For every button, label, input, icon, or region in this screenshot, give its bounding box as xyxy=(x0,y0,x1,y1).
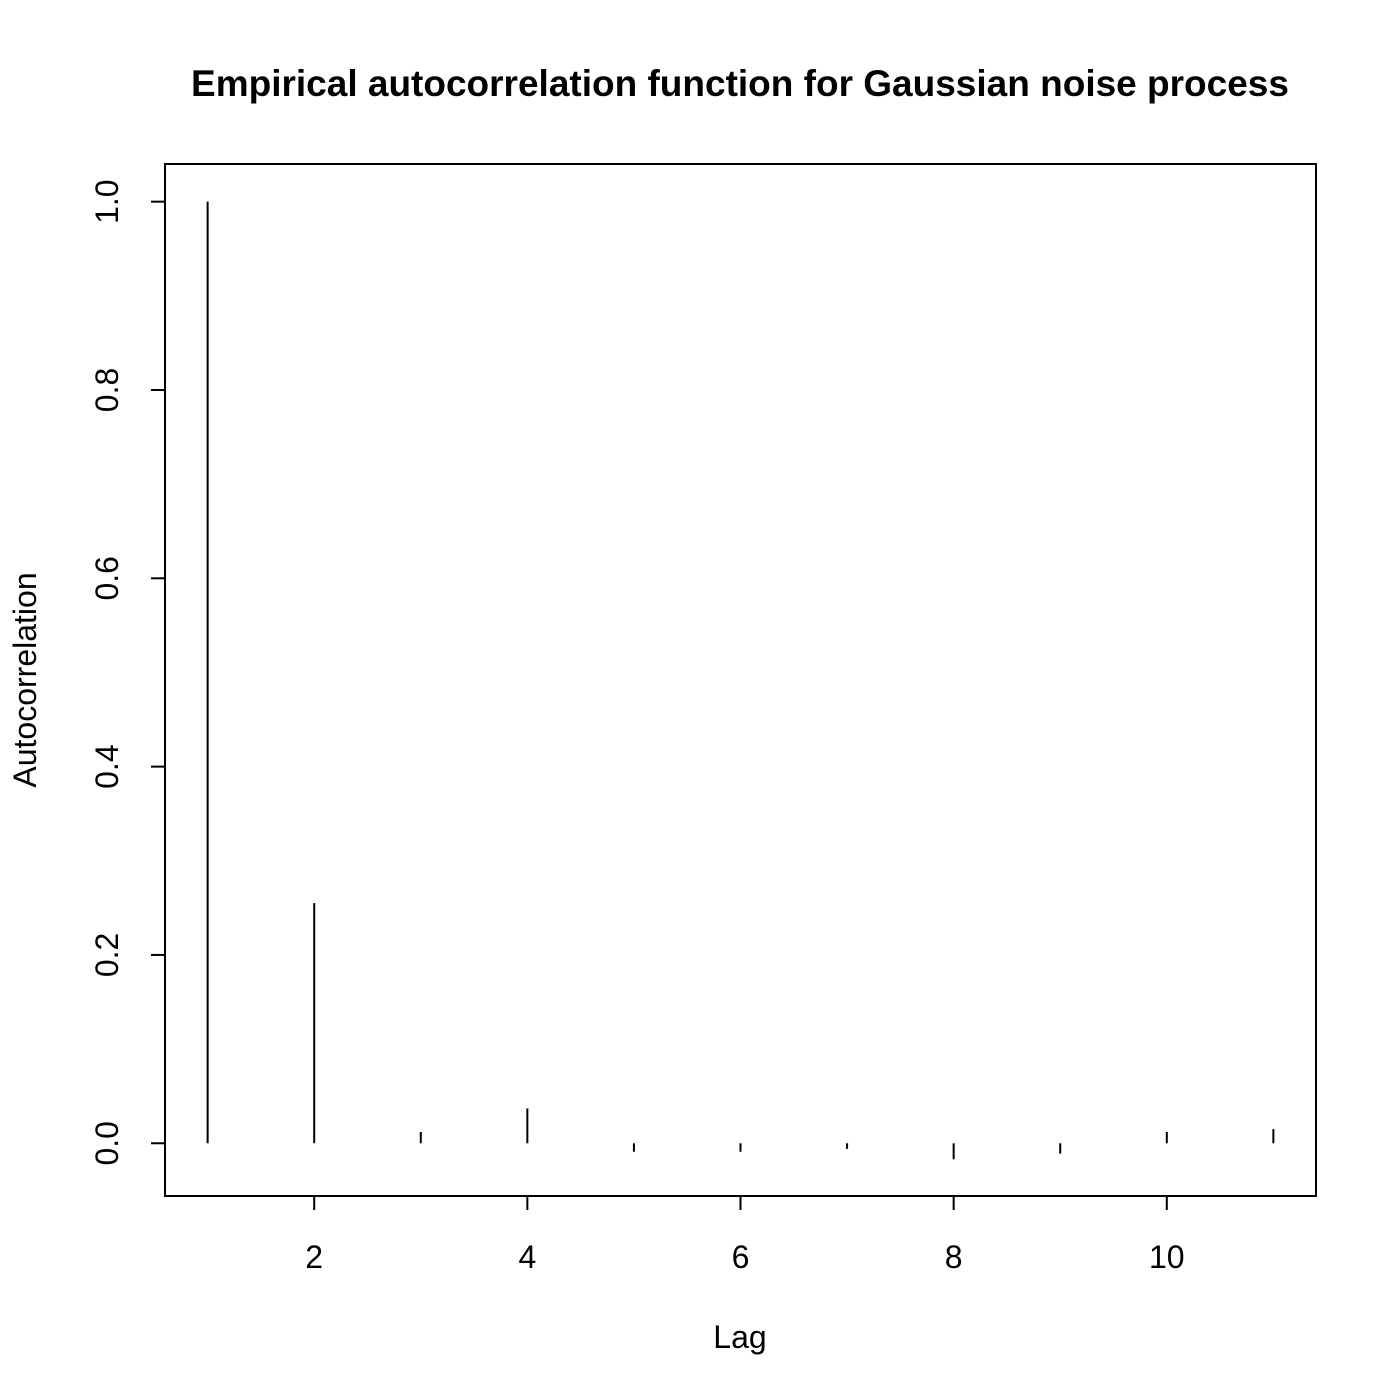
y-tick-label: 0.8 xyxy=(89,368,125,412)
chart-title: Empirical autocorrelation function for G… xyxy=(191,63,1289,104)
x-tick-label: 8 xyxy=(945,1239,963,1275)
y-tick-label: 0.0 xyxy=(89,1121,125,1165)
y-tick-label: 0.2 xyxy=(89,933,125,977)
x-axis: 2 4 6 8 10 xyxy=(305,1196,1185,1275)
x-tick-label: 4 xyxy=(518,1239,536,1275)
acf-bars xyxy=(206,201,1275,1160)
y-tick-label: 0.4 xyxy=(89,744,125,788)
y-axis-label: Autocorrelation xyxy=(7,572,43,787)
x-tick-label: 10 xyxy=(1149,1239,1185,1275)
x-axis-label: Lag xyxy=(713,1319,766,1355)
y-axis: 0.0 0.2 0.4 0.6 0.8 1.0 xyxy=(89,179,165,1166)
y-tick-label: 0.6 xyxy=(89,556,125,600)
y-tick-label: 1.0 xyxy=(89,179,125,223)
plot-frame xyxy=(164,163,1317,1197)
x-tick-label: 2 xyxy=(305,1239,323,1275)
x-tick-label: 6 xyxy=(732,1239,750,1275)
